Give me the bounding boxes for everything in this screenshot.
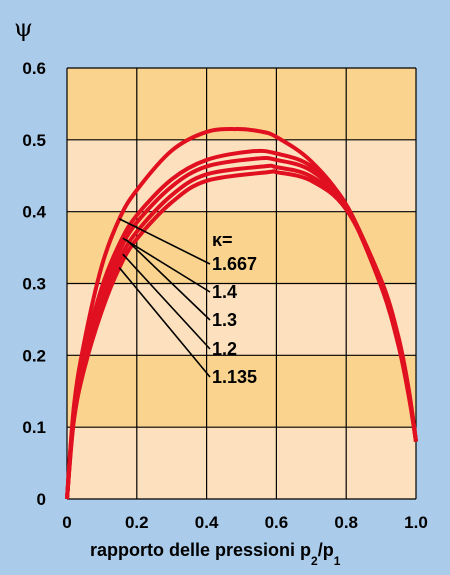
- y-tick-labels: 0 0.1 0.2 0.3 0.4 0.5 0.6: [22, 59, 46, 509]
- x-tick-label: 0.2: [125, 513, 149, 532]
- band: [67, 427, 416, 499]
- x-tick-label: 0: [62, 513, 71, 532]
- band: [67, 355, 416, 428]
- band: [67, 283, 416, 356]
- annotation-leaders: [118, 218, 211, 378]
- y-tick-label: 0.3: [22, 275, 46, 294]
- x-axis-label-main: rapporto delle pressioni p: [90, 540, 311, 560]
- x-tick-label: 1.0: [404, 513, 428, 532]
- x-tick-labels: 0 0.2 0.4 0.6 0.8 1.0: [62, 513, 428, 532]
- y-tick-label: 0.4: [22, 203, 46, 222]
- curve-label-k-1-667: 1.667: [212, 254, 257, 274]
- curve-label-k-1-4: 1.4: [212, 282, 237, 302]
- x-tick-label: 0.8: [334, 513, 358, 532]
- curve-label-k-1-3: 1.3: [212, 310, 237, 330]
- annotation-labels: κ= 1.667 1.4 1.3 1.2 1.135: [212, 230, 257, 387]
- y-axis-label: ψ: [14, 14, 33, 42]
- leader-line: [118, 267, 211, 378]
- leader-line: [125, 239, 211, 321]
- y-tick-label: 0.5: [22, 131, 46, 150]
- curve-label-k-1-135: 1.135: [212, 367, 257, 387]
- y-tick-label: 0: [37, 490, 46, 509]
- x-tick-label: 0.6: [265, 513, 289, 532]
- curves: [65, 127, 418, 500]
- y-tick-label: 0.2: [22, 346, 46, 365]
- y-tick-label: 0.6: [22, 59, 46, 78]
- x-axis-label-slash: /p: [318, 540, 334, 560]
- x-axis-label-text: rapporto delle pressioni p2/p1: [90, 540, 341, 568]
- leader-line: [118, 218, 211, 265]
- x-axis-label: rapporto delle pressioni p2/p1: [90, 540, 341, 568]
- y-tick-label: 0.1: [22, 418, 46, 437]
- leader-line: [122, 237, 211, 293]
- kappa-label: κ=: [212, 230, 233, 250]
- x-tick-label: 0.4: [195, 513, 219, 532]
- leader-line: [122, 253, 211, 350]
- series-line-k-1-135: [65, 169, 418, 500]
- x-axis-label-sub1: 1: [334, 554, 341, 568]
- gridlines: [66, 67, 417, 500]
- curve-label-k-1-2: 1.2: [212, 339, 237, 359]
- x-axis-label-sub2: 2: [311, 554, 318, 568]
